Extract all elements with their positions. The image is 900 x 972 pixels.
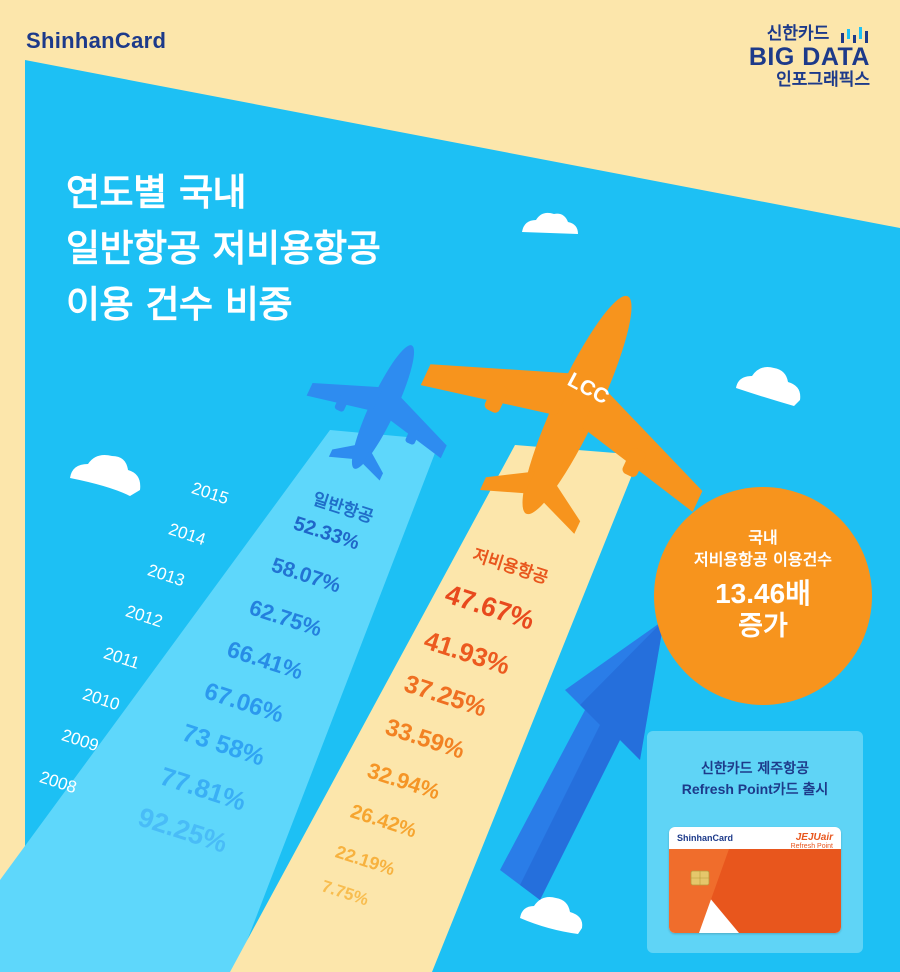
credit-card-image: ShinhanCard JEJUair Refresh Point: [669, 827, 841, 933]
title-line1: 연도별 국내: [66, 171, 247, 214]
card-partner: JEJUair: [795, 832, 833, 843]
cloud-icon: [520, 897, 583, 934]
badge-line1: 신한카드: [730, 24, 870, 44]
page-title: 연도별 국내 일반항공 저비용항공 이용 건수 비중: [66, 165, 381, 333]
callout-line4: 증가: [738, 611, 788, 642]
airplane-icon: [306, 345, 447, 481]
callout-line2: 저비용항공 이용건수: [693, 550, 833, 569]
cloud-icon: [70, 455, 141, 496]
card-partner-sub: Refresh Point: [790, 843, 833, 850]
panel-line2: Refresh Point카드 출시: [681, 781, 829, 797]
shinhancard-logo: ShinhanCard: [26, 28, 167, 53]
bar-chart-icon: [841, 26, 868, 43]
badge-line2: BIG DATA: [748, 43, 870, 71]
card-brand: ShinhanCard: [677, 833, 734, 843]
airplane-icon: [420, 295, 703, 534]
cloud-icon: [522, 212, 578, 234]
card-art: [669, 849, 841, 933]
callout-line1: 국내: [748, 528, 778, 547]
badge-line3: 인포그래픽스: [776, 70, 870, 89]
growth-callout: 국내 저비용항공 이용건수 13.46배 증가: [654, 487, 872, 705]
increase-arrow-icon: [500, 620, 664, 900]
callout-multiplier: 13.46배: [715, 578, 811, 609]
full-service-contrail: [0, 430, 440, 972]
big-data-badge: 신한카드 BIG DATA 인포그래픽스: [730, 24, 870, 90]
title-line2: 일반항공 저비용항공: [66, 227, 381, 270]
panel-line1: 신한카드 제주항공: [701, 761, 809, 777]
cloud-icon: [736, 367, 801, 406]
low-cost-contrail: [230, 445, 640, 972]
card-launch-panel: 신한카드 제주항공 Refresh Point카드 출시 ShinhanCard…: [647, 731, 863, 953]
title-line3: 이용 건수 비중: [66, 283, 293, 326]
